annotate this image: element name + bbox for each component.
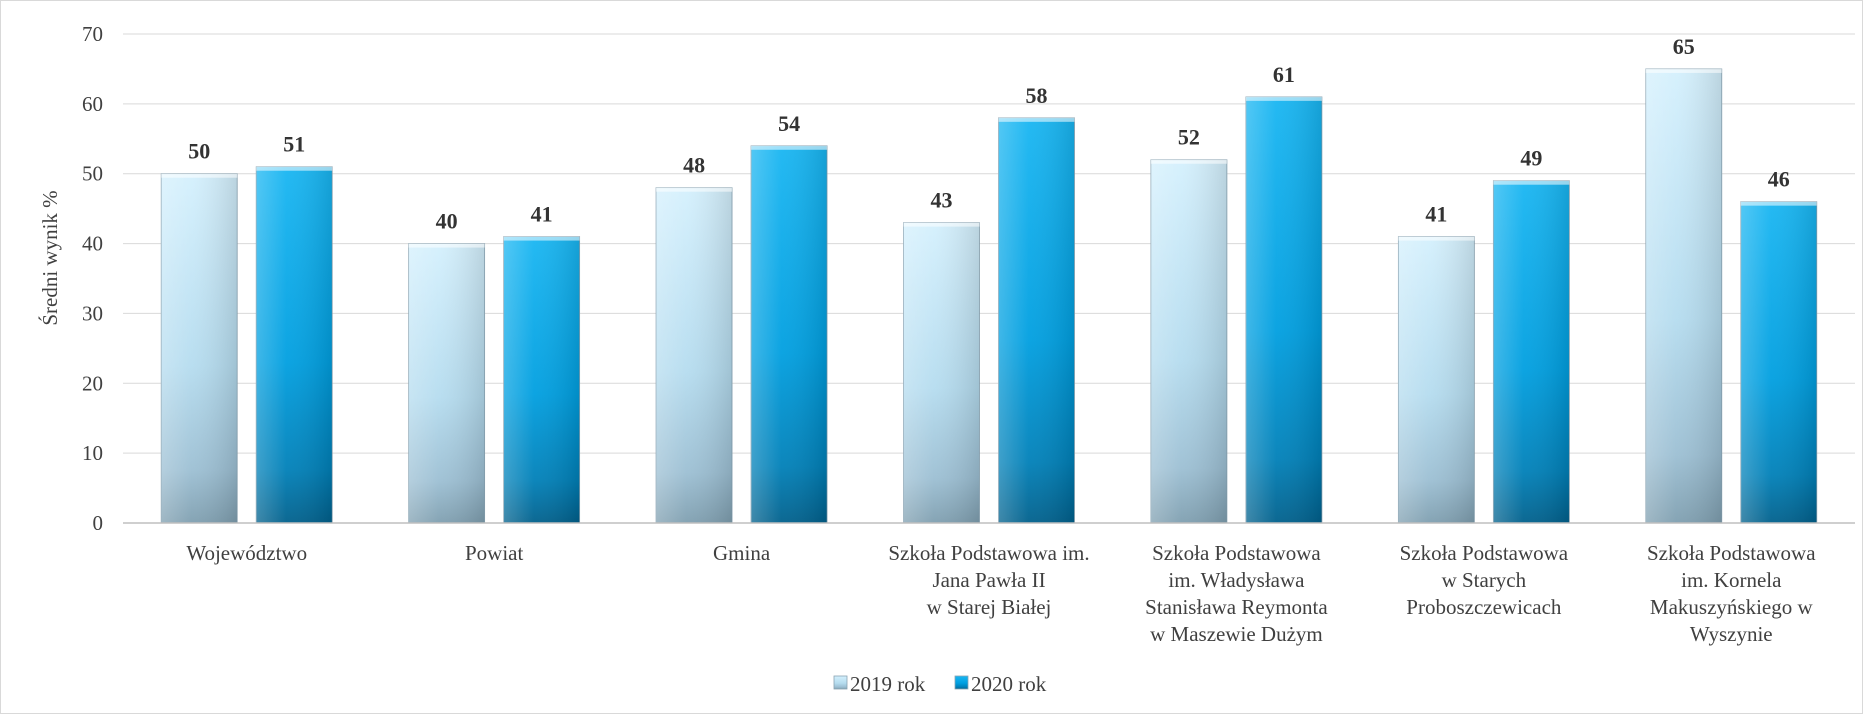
- bar-top-edge: [656, 187, 733, 192]
- data-label: 50: [188, 139, 210, 164]
- bar-top-edge: [1398, 236, 1475, 241]
- bar-shading: [1398, 236, 1475, 524]
- data-label: 58: [1026, 83, 1048, 108]
- x-category-label: w Starej Białej: [927, 595, 1052, 619]
- bar-top-edge: [998, 117, 1075, 122]
- bar-top-edge: [903, 222, 980, 227]
- data-label: 49: [1520, 146, 1542, 171]
- data-label: 65: [1673, 34, 1695, 59]
- x-category-label: Wyszynie: [1690, 622, 1773, 646]
- axes: 0 10 20 30 40 50 60 70 Województwo Powiat Gmina Szk…: [82, 22, 1855, 646]
- x-category-label: Makuszyńskiego w: [1650, 595, 1814, 619]
- y-tick-label: 40: [82, 232, 103, 256]
- x-category-label: Proboszczewicach: [1406, 595, 1562, 619]
- x-category-label: Szkoła Podstawowa: [1647, 541, 1816, 565]
- legend-label: 2019 rok: [850, 672, 926, 696]
- data-label: 54: [778, 111, 800, 136]
- x-category-label: Powiat: [465, 541, 524, 565]
- legend-label: 2020 rok: [971, 672, 1047, 696]
- bar-shading: [751, 145, 828, 523]
- data-label: 41: [531, 202, 553, 227]
- bar-shading: [161, 173, 238, 523]
- bar-shading: [503, 236, 580, 524]
- bar-shading: [1150, 159, 1227, 523]
- bar-shading: [408, 243, 485, 524]
- y-tick-label: 50: [82, 162, 103, 186]
- y-axis-title: Średni wynik %: [38, 190, 62, 325]
- data-label: 51: [283, 132, 305, 157]
- y-tick-label: 10: [82, 441, 103, 465]
- legend: 2019 rok 2020 rok: [833, 672, 1047, 696]
- y-tick-label: 70: [82, 22, 103, 46]
- data-label: 61: [1273, 62, 1295, 87]
- legend-swatch-2020: [954, 675, 969, 690]
- y-tick-label: 60: [82, 92, 103, 116]
- x-category-label: Szkoła Podstawowa: [1152, 541, 1321, 565]
- bar-shading: [1645, 68, 1722, 523]
- bar-shading: [1740, 201, 1817, 523]
- bar-top-edge: [256, 166, 333, 171]
- y-tick-label: 30: [82, 301, 103, 325]
- bar-shading: [656, 187, 733, 523]
- data-label: 48: [683, 153, 705, 178]
- bar-top-edge: [161, 173, 238, 178]
- data-label: 41: [1425, 202, 1447, 227]
- bar-top-edge: [1150, 159, 1227, 164]
- x-category-label: im. Kornela: [1681, 568, 1782, 592]
- legend-swatch-2019: [833, 675, 848, 690]
- bar-shading: [903, 222, 980, 523]
- data-label: 40: [436, 209, 458, 234]
- x-category-label: Jana Pawła II: [932, 568, 1045, 592]
- x-category-label: Województwo: [186, 541, 307, 565]
- bar-top-edge: [1740, 201, 1817, 206]
- bar-top-edge: [751, 145, 828, 150]
- y-tick-label: 0: [93, 511, 104, 535]
- data-label: 46: [1768, 167, 1790, 192]
- bar-top-edge: [503, 236, 580, 241]
- x-category-label: w Maszewie Dużym: [1150, 622, 1323, 646]
- bar-top-edge: [1245, 96, 1322, 101]
- bar-shading: [1493, 180, 1570, 523]
- bar-top-edge: [1493, 180, 1570, 185]
- y-tick-label: 20: [82, 371, 103, 395]
- x-category-label: Szkoła Podstawowa im.: [888, 541, 1089, 565]
- data-labels: 50 51 40 41 48 54 43 58 52 61 41 49 65 46: [188, 34, 1790, 234]
- x-category-label: im. Władysława: [1168, 568, 1305, 592]
- bar-shading: [998, 117, 1075, 523]
- bar-shading: [1245, 96, 1322, 523]
- x-category-label: w Starych: [1442, 568, 1527, 592]
- bar-top-edge: [408, 243, 485, 248]
- x-category-label: Stanisława Reymonta: [1145, 595, 1328, 619]
- bar-top-edge: [1645, 68, 1722, 73]
- data-label: 52: [1178, 125, 1200, 150]
- bars: [160, 68, 1818, 524]
- x-category-label: Gmina: [713, 541, 771, 565]
- x-category-label: Szkoła Podstawowa: [1400, 541, 1569, 565]
- data-label: 43: [931, 188, 953, 213]
- bar-shading: [256, 166, 333, 523]
